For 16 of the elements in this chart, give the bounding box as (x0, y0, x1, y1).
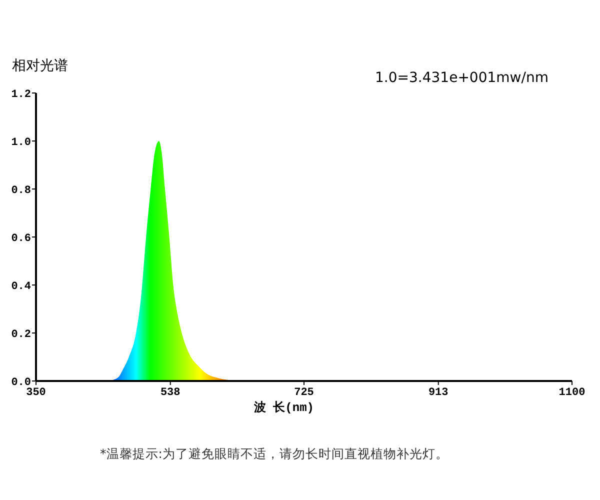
x-tick-label: 538 (160, 387, 181, 399)
text: *温馨提示:为了避免眼睛不适，请勿长时间直视植物补光灯。 (100, 446, 448, 461)
y-axis-title: 相对光谱 (12, 58, 68, 74)
y-tick-label: 1.2 (11, 88, 31, 101)
y-tick-label: 0.2 (11, 328, 31, 341)
text: 1.0=3.431e+001mw/nm (375, 70, 548, 86)
x-tick-label: 913 (428, 387, 449, 399)
y-tick-label: 1.0 (11, 136, 31, 149)
x-axis-title: 波 长(nm) (252, 400, 314, 415)
y-tick-label: 0.8 (11, 184, 32, 197)
x-tick-label: 725 (294, 387, 314, 399)
x-tick-label: 1100 (558, 387, 586, 399)
y-tick-label: 0.6 (11, 232, 31, 245)
x-tick-label: 350 (26, 387, 46, 399)
y-tick-label: 0.0 (11, 376, 31, 389)
y-tick-label: 0.4 (11, 280, 32, 293)
